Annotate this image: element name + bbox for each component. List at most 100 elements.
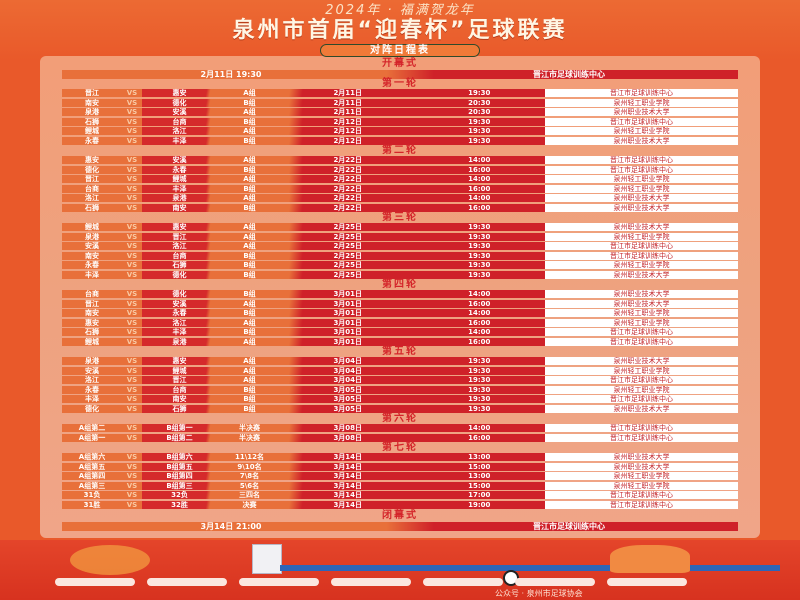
match-venue: 泉州轻工职业学院 xyxy=(545,175,738,183)
match-time: 19:30 xyxy=(468,385,491,394)
match-group: 9\10名 xyxy=(217,462,282,471)
match-date: 2月25日 xyxy=(333,242,363,250)
match-date: 2月25日 xyxy=(333,232,363,241)
rounds: 第一轮 晋江 VS 惠安 A组 2月11日 19:30 晋江市足球训练中心 南安 VS 德化 B组 2月… xyxy=(62,79,738,509)
match-date: 3月04日 xyxy=(333,376,363,384)
match-group: A组 xyxy=(217,357,282,365)
field-stripe xyxy=(280,565,780,571)
match-venue: 泉州职业技术大学 xyxy=(545,462,738,471)
match-datetime: 2月22日 16:00 xyxy=(282,165,545,174)
match-time: 20:30 xyxy=(468,108,491,116)
match-group: B组 xyxy=(217,270,282,279)
match-venue: 晋江市足球训练中心 xyxy=(545,251,738,260)
match-datetime: 2月25日 19:30 xyxy=(282,232,545,241)
match-row: 安溪 VS 洛江 A组 2月25日 19:30 晋江市足球训练中心 xyxy=(62,242,738,250)
home-team: A组第五 xyxy=(62,462,122,471)
sponsor-logo xyxy=(147,578,227,586)
sponsor-logo xyxy=(515,578,595,586)
away-team: 泉港 xyxy=(142,337,217,346)
match-venue: 泉州轻工职业学院 xyxy=(545,318,738,327)
home-team: 泉港 xyxy=(62,108,122,116)
match-venue: 泉州职业技术大学 xyxy=(545,404,738,413)
match-datetime: 2月22日 14:00 xyxy=(282,194,545,202)
match-time: 16:00 xyxy=(468,165,491,174)
match-datetime: 2月11日 19:30 xyxy=(282,89,545,97)
match-date: 3月01日 xyxy=(333,290,363,298)
match-venue: 晋江市足球训练中心 xyxy=(545,89,738,97)
match-row: 永春 VS 丰泽 B组 2月12日 19:30 泉州职业技术大学 xyxy=(62,136,738,145)
match-venue: 泉州职业技术大学 xyxy=(545,290,738,298)
home-team: 南安 xyxy=(62,309,122,317)
match-row: 南安 VS 永春 B组 3月01日 14:00 泉州轻工职业学院 xyxy=(62,309,738,317)
match-row: 晋江 VS 安溪 A组 3月01日 16:00 泉州职业技术大学 xyxy=(62,299,738,308)
away-team: B组第五 xyxy=(142,462,217,471)
poster-tagline: 2024年 · 福满贺龙年 xyxy=(325,3,475,18)
match-datetime: 2月25日 19:30 xyxy=(282,251,545,260)
match-time: 16:00 xyxy=(468,433,491,442)
match-venue: 泉州轻工职业学院 xyxy=(545,481,738,490)
match-group: B组 xyxy=(217,165,282,174)
match-group: A组 xyxy=(217,175,282,183)
away-team: 德化 xyxy=(142,290,217,298)
match-datetime: 3月01日 14:00 xyxy=(282,309,545,317)
match-group: B组 xyxy=(217,98,282,107)
match-time: 16:00 xyxy=(468,299,491,308)
match-venue: 泉州职业技术大学 xyxy=(545,299,738,308)
vs-label: VS xyxy=(122,136,142,145)
away-team: B组第二 xyxy=(142,433,217,442)
match-date: 3月01日 xyxy=(333,299,363,308)
away-team: 南安 xyxy=(142,203,217,212)
match-date: 2月12日 xyxy=(333,136,363,145)
vs-label: VS xyxy=(122,203,142,212)
closing-bar: 3月14日 21:00 晋江市足球训练中心 xyxy=(62,522,738,531)
match-venue: 晋江市足球训练中心 xyxy=(545,165,738,174)
match-venue: 泉州职业技术大学 xyxy=(545,270,738,279)
match-group: B组 xyxy=(217,309,282,317)
home-team: 鲤城 xyxy=(62,337,122,346)
match-venue: 泉州职业技术大学 xyxy=(545,136,738,145)
match-date: 3月01日 xyxy=(333,318,363,327)
away-team: 德化 xyxy=(142,270,217,279)
vs-label: VS xyxy=(122,156,142,164)
away-team: 洛江 xyxy=(142,318,217,327)
match-datetime: 3月14日 15:00 xyxy=(282,462,545,471)
dragon-illustration xyxy=(70,545,150,575)
match-row: 德化 VS 永春 B组 2月22日 16:00 晋江市足球训练中心 xyxy=(62,165,738,174)
match-datetime: 3月01日 16:00 xyxy=(282,299,545,308)
match-row: 丰泽 VS 德化 B组 2月25日 19:30 泉州职业技术大学 xyxy=(62,270,738,279)
match-time: 19:30 xyxy=(468,261,491,269)
match-datetime: 3月05日 19:30 xyxy=(282,395,545,403)
match-time: 19:30 xyxy=(468,89,491,97)
vs-label: VS xyxy=(122,385,142,394)
home-team: 丰泽 xyxy=(62,395,122,403)
match-date: 2月22日 xyxy=(333,165,363,174)
match-row: 惠安 VS 洛江 A组 3月01日 16:00 泉州轻工职业学院 xyxy=(62,318,738,327)
vs-label: VS xyxy=(122,251,142,260)
match-datetime: 3月14日 17:00 xyxy=(282,491,545,499)
match-date: 3月04日 xyxy=(333,366,363,375)
vs-label: VS xyxy=(122,184,142,193)
home-team: 台商 xyxy=(62,184,122,193)
match-row: 鲤城 VS 惠安 A组 2月25日 19:30 泉州职业技术大学 xyxy=(62,223,738,231)
match-date: 3月14日 xyxy=(333,453,363,461)
match-venue: 晋江市足球训练中心 xyxy=(545,337,738,346)
match-row: 31负 VS 32负 三四名 3月14日 17:00 晋江市足球训练中心 xyxy=(62,491,738,499)
opening-datetime: 2月11日 19:30 xyxy=(200,70,262,79)
match-group: A组 xyxy=(217,223,282,231)
match-time: 19:30 xyxy=(468,251,491,260)
match-datetime: 3月04日 19:30 xyxy=(282,366,545,375)
match-datetime: 3月14日 13:00 xyxy=(282,472,545,480)
match-time: 14:00 xyxy=(468,290,491,298)
match-date: 2月25日 xyxy=(333,261,363,269)
match-group: A组 xyxy=(217,318,282,327)
match-row: A组第二 VS B组第一 半决赛 3月08日 14:00 晋江市足球训练中心 xyxy=(62,424,738,432)
home-team: 惠安 xyxy=(62,318,122,327)
match-row: 洛江 VS 泉港 A组 2月22日 14:00 泉州职业技术大学 xyxy=(62,194,738,202)
match-time: 16:00 xyxy=(468,318,491,327)
vs-label: VS xyxy=(122,472,142,480)
closing-venue: 晋江市足球训练中心 xyxy=(533,522,605,531)
away-team: 石狮 xyxy=(142,261,217,269)
match-venue: 晋江市足球训练中心 xyxy=(545,433,738,442)
match-group: A组 xyxy=(217,242,282,250)
round-label: 第五轮 xyxy=(382,346,418,357)
